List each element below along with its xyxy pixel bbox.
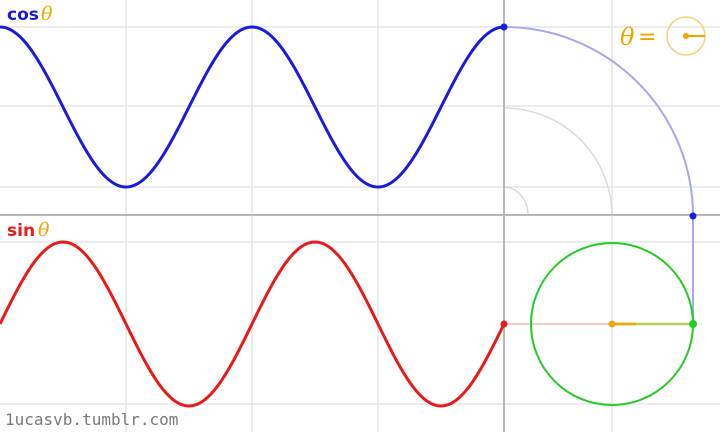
circle-center-dot <box>609 321 616 328</box>
sin-label: sin θ <box>7 219 50 241</box>
credit-watermark: 1ucasvb.tumblr.com <box>5 410 178 429</box>
theta-indicator: θ = <box>620 17 705 55</box>
arc-guide-small <box>504 187 528 215</box>
cos-label: cos θ <box>7 3 53 25</box>
sin-label-func: sin <box>7 221 35 241</box>
theta-dial-center <box>683 33 689 39</box>
cos-label-func: cos <box>7 5 39 25</box>
cos-guide-dot <box>690 213 697 220</box>
arc-guide-large <box>504 108 612 216</box>
circle-point-dot <box>689 320 697 328</box>
theta-indicator-equals: = <box>638 25 656 50</box>
sin-end-dot <box>501 321 508 328</box>
cos-label-theta: θ <box>41 3 53 25</box>
cos-end-dot <box>501 24 508 31</box>
sin-label-theta: θ <box>38 219 50 241</box>
cos-projection-guide <box>504 27 693 324</box>
arc-guides <box>504 108 612 216</box>
theta-indicator-var: θ <box>620 23 635 51</box>
